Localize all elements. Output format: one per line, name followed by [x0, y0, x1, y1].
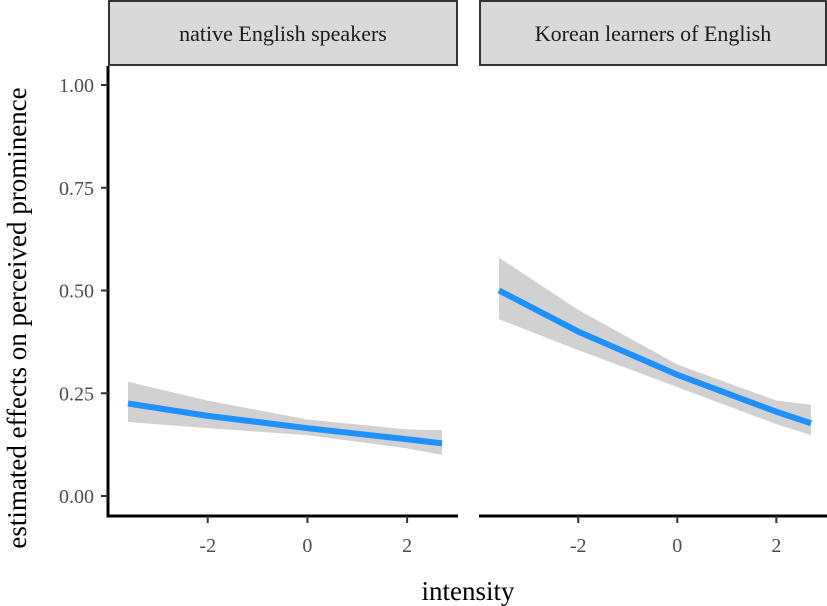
estimate-line — [497, 287, 812, 427]
y-tick-label: 0.50 — [59, 281, 94, 303]
y-tick-label: 0.00 — [59, 486, 94, 508]
x-tick-label: 0 — [672, 535, 682, 557]
panel-strip-title: Korean learners of English — [535, 21, 771, 46]
y-tick-label: 0.25 — [59, 383, 94, 405]
y-tick-label: 0.75 — [59, 178, 94, 200]
x-tick-label: 2 — [771, 535, 781, 557]
panel-strip — [108, 0, 458, 66]
confidence-band — [499, 257, 811, 436]
y-axis-title: estimated effects on perceived prominenc… — [2, 87, 32, 548]
x-tick-label: -2 — [570, 535, 587, 557]
confidence-band — [128, 381, 442, 455]
panel-strip — [479, 0, 827, 66]
x-tick-label: -2 — [199, 535, 216, 557]
panel-2: Korean learners of English -2 0 2 — [479, 0, 827, 557]
x-tick-label: 0 — [302, 535, 312, 557]
estimate-line — [127, 400, 443, 447]
x-tick-label: 2 — [402, 535, 412, 557]
x-axis-title: intensity — [422, 576, 515, 606]
panel-strip-title: native English speakers — [179, 21, 387, 46]
y-tick-label: 1.00 — [59, 75, 94, 97]
y-axis: 0.00 0.25 0.50 0.75 1.00 — [59, 66, 110, 518]
panel-1: native English speakers -2 0 2 — [108, 0, 458, 557]
